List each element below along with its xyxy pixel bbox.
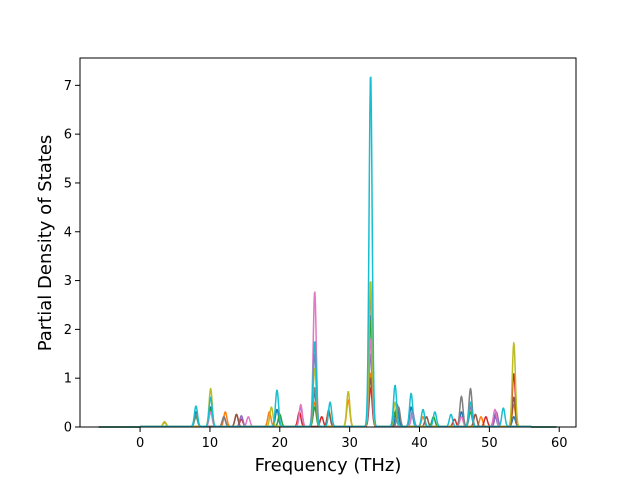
- x-axis: 0 10 20 30 40 50 60: [136, 427, 568, 451]
- x-tick-label: 30: [341, 436, 358, 451]
- y-tick-label: 5: [64, 176, 72, 191]
- y-axis-label: Partial Density of States: [35, 135, 56, 352]
- x-tick-label: 60: [551, 436, 568, 451]
- y-tick-label: 3: [64, 274, 72, 289]
- x-tick-label: 10: [202, 436, 219, 451]
- x-axis-label: Frequency (THz): [255, 455, 402, 476]
- x-tick-label: 40: [411, 436, 428, 451]
- y-tick-label: 1: [64, 372, 72, 387]
- y-tick-label: 0: [64, 421, 72, 436]
- x-tick-label: 20: [272, 436, 289, 451]
- x-tick-label: 0: [136, 436, 144, 451]
- y-tick-label: 7: [64, 79, 72, 94]
- x-tick-label: 50: [481, 436, 498, 451]
- axes-frame: [79, 57, 577, 428]
- y-tick-label: 4: [64, 225, 72, 240]
- y-axis: 0 1 2 3 4 5 6 7: [64, 79, 80, 436]
- y-tick-label: 6: [64, 128, 72, 143]
- y-tick-label: 2: [64, 323, 72, 338]
